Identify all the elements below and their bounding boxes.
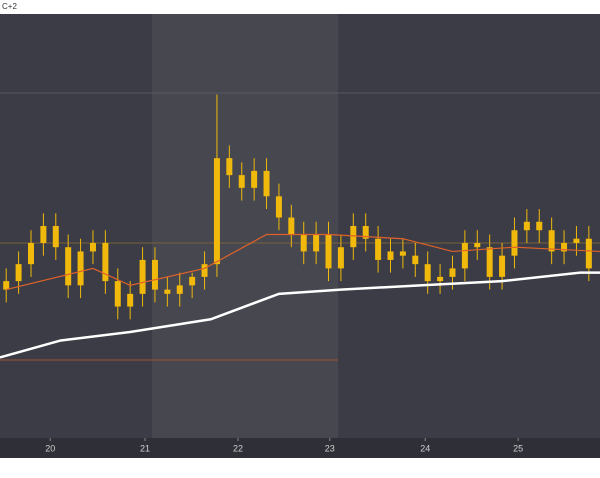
candle-body <box>536 221 543 231</box>
x-tick-label: 24 <box>420 443 430 453</box>
x-axis-strip <box>0 438 600 458</box>
candle-body <box>461 242 468 269</box>
candle-body <box>399 251 406 256</box>
candle-body <box>102 242 109 282</box>
x-tick-label: 25 <box>513 443 523 453</box>
candle-body <box>511 230 518 256</box>
candle-body <box>387 251 394 260</box>
candle-body <box>585 238 592 269</box>
candle-body <box>325 234 332 269</box>
candle-body <box>89 242 96 252</box>
candle-body <box>499 255 506 277</box>
candle-body <box>437 276 444 282</box>
candle-body <box>449 268 456 277</box>
x-tick-label: 23 <box>325 443 335 453</box>
candle-body <box>52 226 59 248</box>
candle-body <box>139 259 146 294</box>
candle-body <box>127 293 134 307</box>
candle-body <box>176 285 183 294</box>
candle-body <box>114 281 121 307</box>
chart-title: C+2 <box>2 2 17 11</box>
candle-body <box>201 264 208 277</box>
candle-body <box>362 226 369 239</box>
x-tick-label: 22 <box>233 443 243 453</box>
candle-body <box>77 251 84 286</box>
candle-body <box>548 230 555 252</box>
candle-body <box>424 264 431 282</box>
candle-body <box>561 242 568 252</box>
candle-body <box>65 247 72 286</box>
candle-body <box>350 226 357 248</box>
candle-body <box>263 170 270 197</box>
x-tick-label: 21 <box>140 443 150 453</box>
session-shade <box>152 14 338 438</box>
candle-body <box>523 221 530 231</box>
candle-body <box>238 175 245 188</box>
x-tick-label: 20 <box>45 443 55 453</box>
candle-body <box>275 196 282 218</box>
candle-body <box>164 289 171 294</box>
candle-body <box>213 158 220 265</box>
candle-body <box>337 247 344 269</box>
candle-body <box>300 234 307 252</box>
candle-body <box>412 255 419 265</box>
moving-average-line <box>6 233 600 291</box>
candle-body <box>474 242 481 248</box>
candle-body <box>27 242 34 265</box>
candle-body <box>15 264 22 282</box>
candle-body <box>573 238 580 243</box>
candle-body <box>226 158 233 176</box>
candle-body <box>3 281 10 290</box>
moving-average-line <box>0 271 600 359</box>
candle-body <box>288 217 295 235</box>
candle-body <box>313 234 320 252</box>
candle-body <box>251 170 258 188</box>
candle-body <box>486 247 493 277</box>
candle-body <box>40 226 47 243</box>
candle-body <box>151 259 158 290</box>
candle-body <box>189 276 196 286</box>
candle-body <box>375 238 382 260</box>
